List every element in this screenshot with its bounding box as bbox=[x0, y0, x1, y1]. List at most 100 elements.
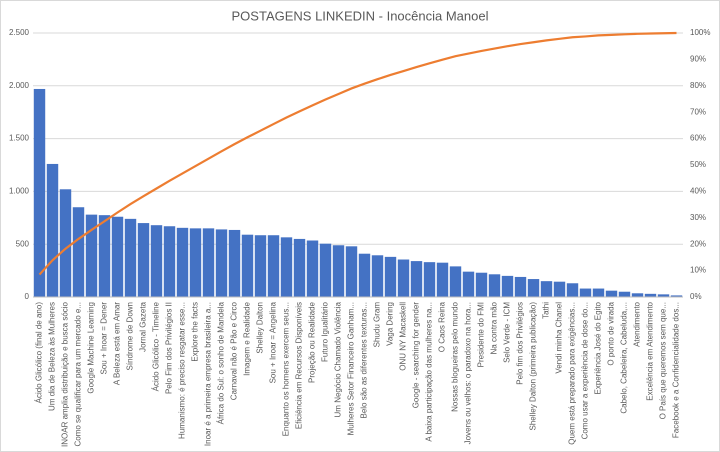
y2-tick-label: 30% bbox=[690, 213, 706, 222]
bar bbox=[33, 88, 46, 297]
bar bbox=[280, 237, 293, 297]
cumulative-line bbox=[38, 31, 677, 276]
y-tick-label: 1.000 bbox=[9, 187, 30, 196]
x-tick-label: Atendimento bbox=[633, 301, 642, 346]
x-tick-label: Selo Verde - ICM bbox=[503, 302, 512, 363]
bar bbox=[137, 223, 150, 297]
bar bbox=[410, 261, 423, 297]
bar bbox=[163, 226, 176, 297]
bar bbox=[85, 214, 98, 297]
bar bbox=[98, 215, 111, 297]
bar bbox=[397, 259, 410, 297]
x-tick-label: Ácido Glicólico (final de ano) bbox=[35, 302, 44, 404]
x-tick-label: Pelo Fim dos Privilégios II bbox=[165, 302, 174, 394]
y2-tick-label: 10% bbox=[690, 266, 706, 275]
bar bbox=[358, 253, 371, 297]
bar bbox=[540, 281, 553, 297]
bar bbox=[189, 228, 202, 297]
bar bbox=[657, 294, 670, 297]
x-tick-label: Pelo fim dos Privilégios bbox=[516, 302, 525, 385]
x-tick-label: Imagem e Realidade bbox=[243, 301, 252, 375]
bar bbox=[176, 227, 189, 297]
y-tick-label: 1.500 bbox=[9, 134, 30, 143]
y2-tick-label: 20% bbox=[690, 239, 706, 248]
bar bbox=[644, 293, 657, 297]
x-tick-label: Enquanto os homens exercem seus... bbox=[282, 302, 291, 436]
y-tick-label: 2.500 bbox=[9, 28, 30, 37]
bar bbox=[215, 229, 228, 297]
x-tick-label: Jornal Gazeta bbox=[139, 301, 148, 351]
x-tick-label: O Caos Reina bbox=[438, 301, 447, 352]
bar bbox=[241, 234, 254, 297]
bar bbox=[202, 228, 215, 297]
bar bbox=[423, 262, 436, 297]
x-tick-label: Google Machine Learning bbox=[87, 302, 96, 394]
y-tick-label: 500 bbox=[16, 239, 30, 248]
x-tick-label: Nossas blogueiras pelo mundo bbox=[451, 301, 460, 411]
bar bbox=[631, 293, 644, 297]
x-tick-label: Experiência José do Egito bbox=[594, 301, 603, 394]
x-tick-label: Carnaval não é Pão e Circo bbox=[230, 301, 239, 400]
bar bbox=[267, 235, 280, 297]
x-tick-label: O País que queremos sem que... bbox=[659, 302, 668, 419]
x-tick-label: Excelência em Atendimento bbox=[646, 301, 655, 400]
x-tick-label: África do Sul: o sonho de Mandela bbox=[217, 301, 226, 424]
y2-tick-label: 50% bbox=[690, 160, 706, 169]
x-tick-label: Humanismo: é preciso resgatar esse... bbox=[178, 302, 187, 439]
bar bbox=[618, 291, 631, 297]
x-tick-label: O ponto de virada bbox=[607, 301, 616, 365]
bar bbox=[436, 262, 449, 297]
y2-tick-label: 0% bbox=[690, 292, 702, 301]
x-tick-label: Um Negócio Chamado Violência bbox=[334, 301, 343, 417]
bar bbox=[553, 281, 566, 297]
chart-title: POSTAGENS LINKEDIN - Inocência Manoel bbox=[232, 8, 489, 23]
x-tick-label: Ácido Glicólico - Timeline bbox=[152, 301, 161, 391]
x-tick-label: Vendi minha Chanel bbox=[555, 302, 564, 374]
x-tick-label: Belo são as diferentes texturas... bbox=[360, 302, 369, 419]
bar bbox=[579, 288, 592, 297]
y-tick-label: 0 bbox=[25, 292, 30, 301]
x-tick-label: Projeção ou Realidade bbox=[308, 301, 317, 382]
bar bbox=[488, 274, 501, 297]
x-tick-label: Facebook e a Confidencialidade dos... bbox=[672, 302, 681, 438]
bar bbox=[384, 256, 397, 297]
bar bbox=[111, 216, 124, 297]
bar bbox=[345, 246, 358, 297]
y2-tick-label: 100% bbox=[690, 28, 710, 37]
y2-tick-label: 40% bbox=[690, 187, 706, 196]
x-tick-label: Shelley Dalton bbox=[256, 302, 265, 354]
bar bbox=[72, 207, 85, 297]
x-tick-label: Futuro Igualitário bbox=[321, 301, 330, 362]
x-tick-label: Cabelo, Cabeleira, Cabeluda,... bbox=[620, 302, 629, 414]
x-tick-label: Síndrome de Down bbox=[126, 302, 135, 370]
y2-tick-label: 80% bbox=[690, 81, 706, 90]
bar bbox=[150, 225, 163, 297]
bar bbox=[124, 218, 137, 297]
x-tick-label: Eficiência em Recursos Disponíveis bbox=[295, 302, 304, 429]
bar bbox=[475, 272, 488, 297]
bar bbox=[306, 240, 319, 297]
bar bbox=[527, 279, 540, 297]
x-tick-label: ONU NY Macaskell bbox=[399, 302, 408, 371]
x-tick-label: Shelley Dalton (primeira publicação) bbox=[529, 302, 538, 431]
x-tick-label: Google - searching for gender bbox=[412, 302, 421, 409]
x-tick-label: Mulheres Setor Financeiro Ganham... bbox=[347, 302, 356, 435]
y2-tick-label: 60% bbox=[690, 134, 706, 143]
x-tick-label: Vaga Dering bbox=[386, 302, 395, 346]
bar bbox=[59, 189, 72, 297]
bar bbox=[319, 243, 332, 297]
bar bbox=[462, 271, 475, 297]
bar bbox=[449, 266, 462, 297]
x-tick-label: Quem está preparado para exigências... bbox=[568, 302, 577, 445]
x-tick-label: Como se qualificar para um mercado e... bbox=[74, 302, 83, 447]
x-tick-label: A baixa participação das mulheres na... bbox=[425, 302, 434, 442]
x-tick-label: Presidente do FMI bbox=[477, 302, 486, 367]
y2-tick-label: 90% bbox=[690, 55, 706, 64]
x-tick-label: Um dia de Beleza às Mulheres bbox=[48, 302, 57, 411]
x-tick-label: INOAR amplia distribuição e busca sócio bbox=[61, 301, 70, 447]
bar bbox=[371, 255, 384, 297]
bar bbox=[514, 276, 527, 297]
x-tick-label: Sou + Inoar = Angelina bbox=[269, 301, 278, 383]
bar bbox=[254, 235, 267, 297]
